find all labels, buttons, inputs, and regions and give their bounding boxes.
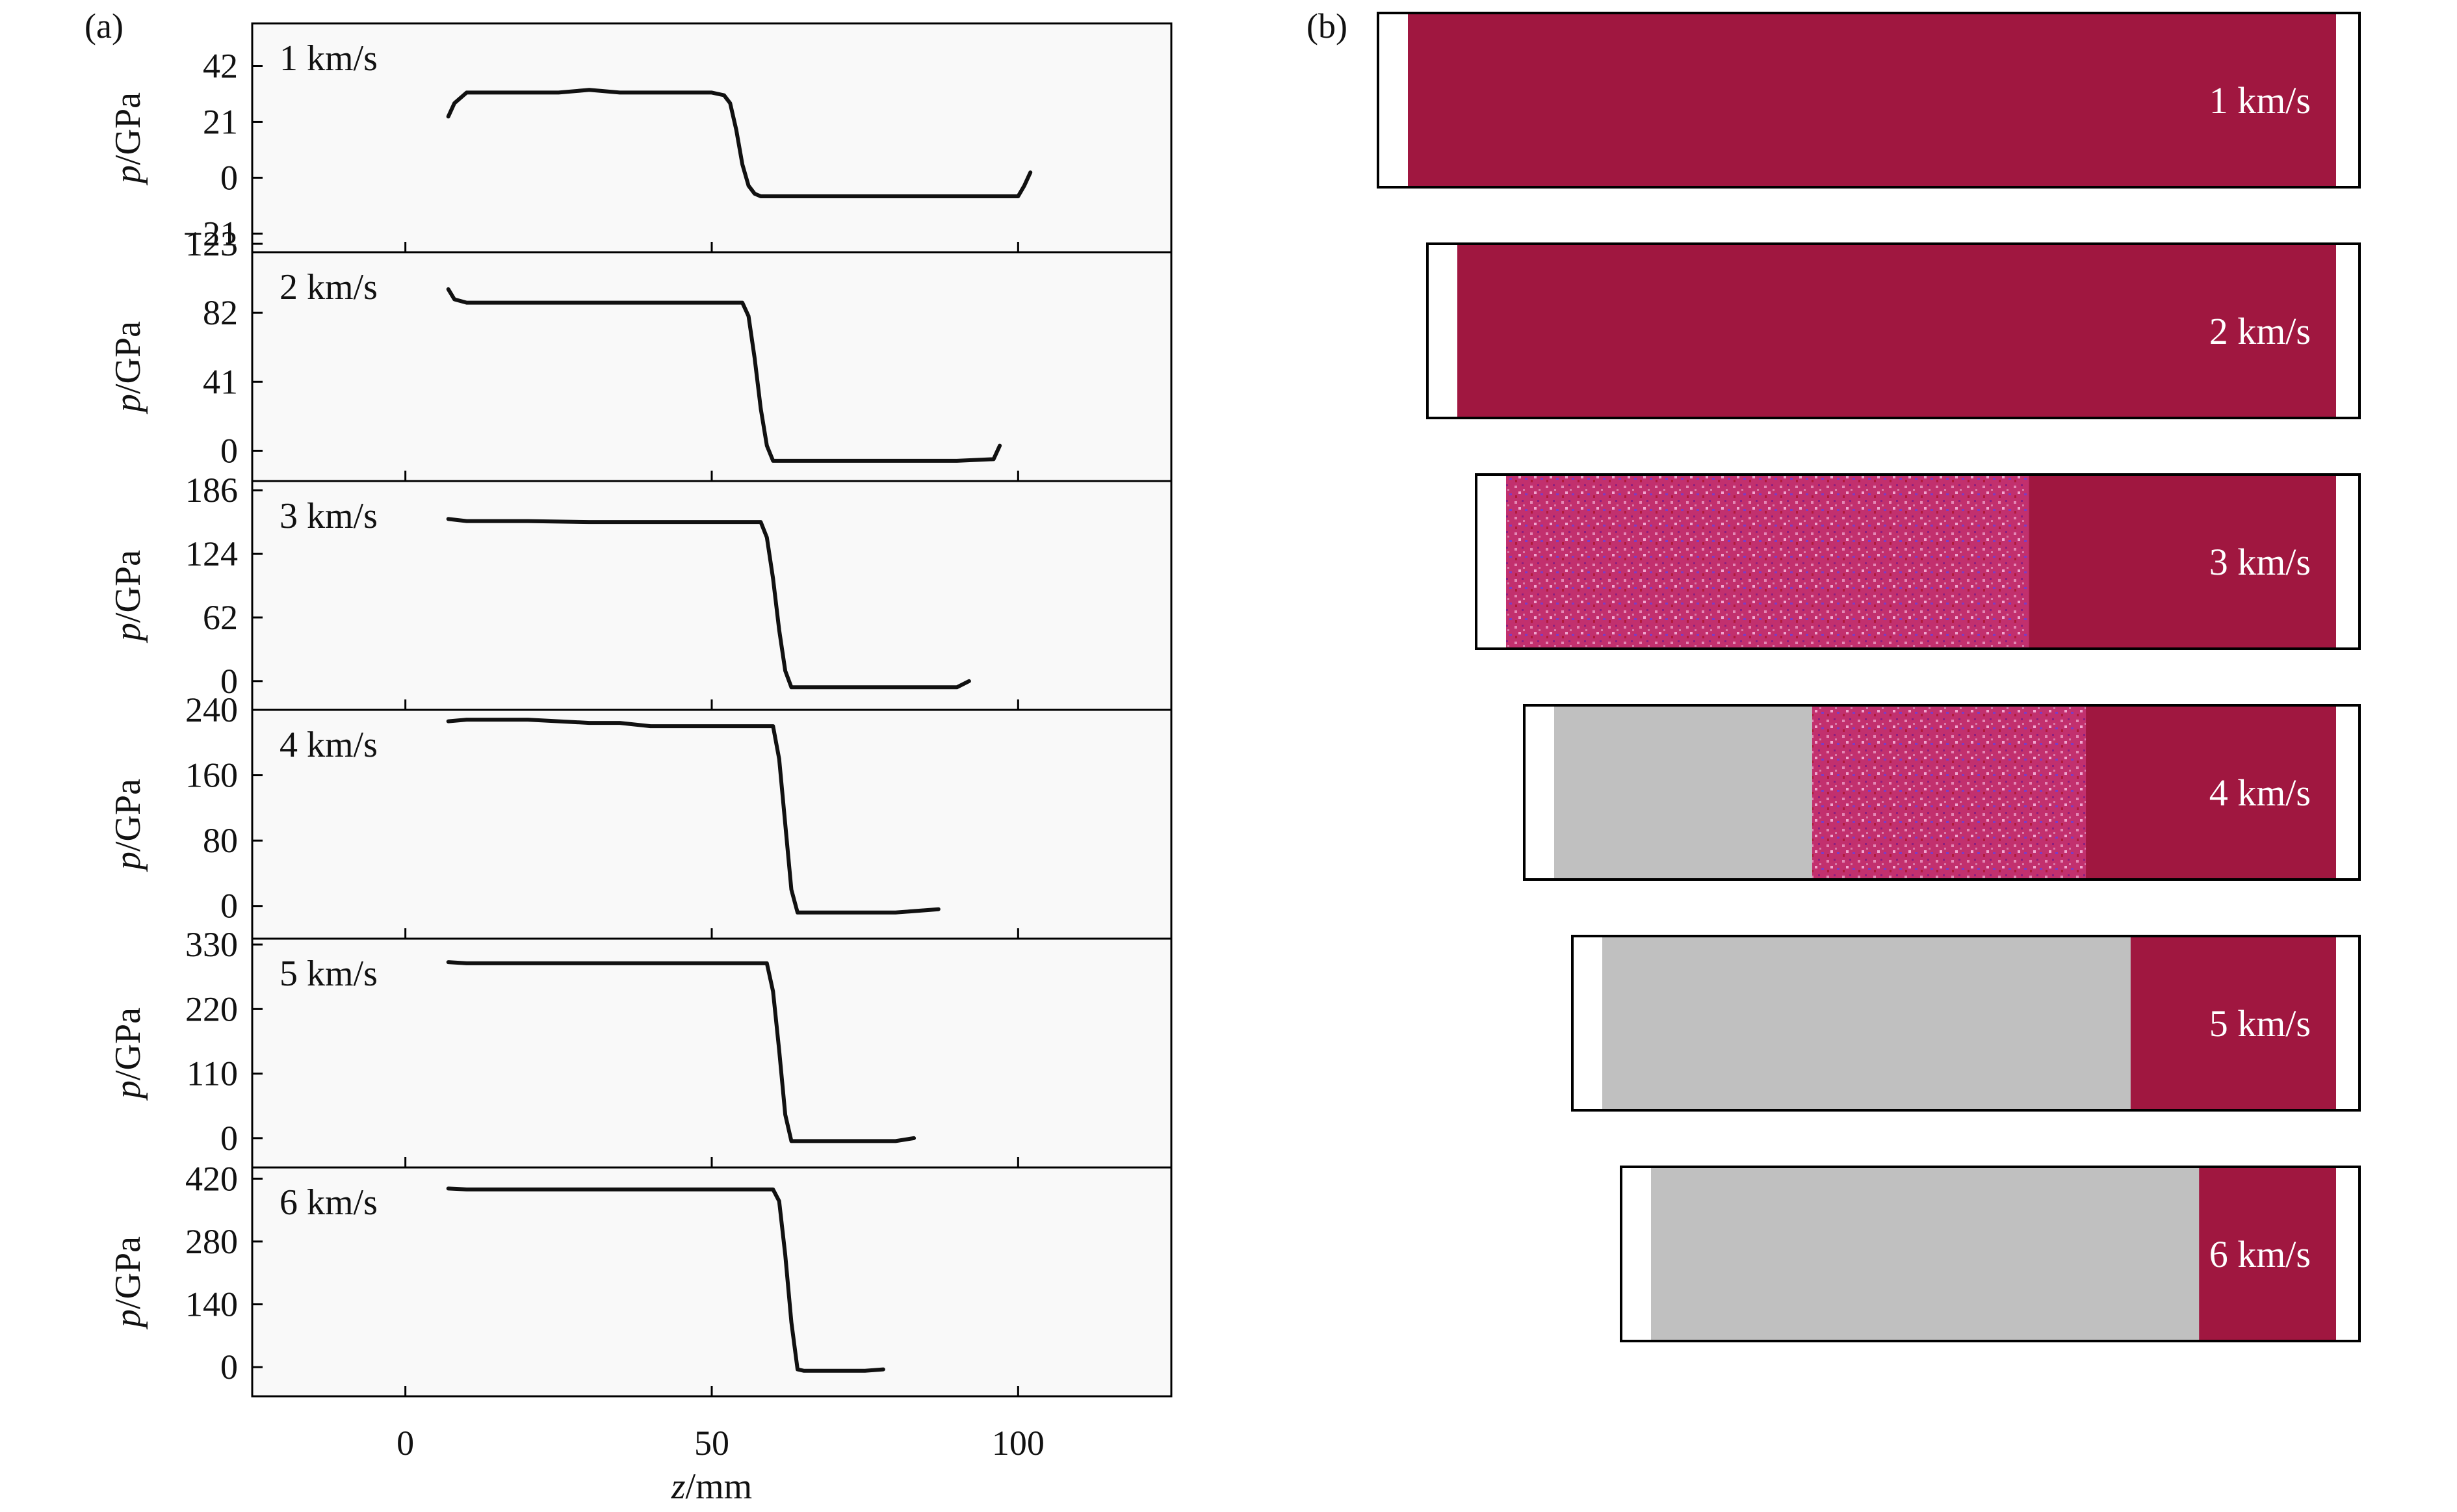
y-tick-label: 420 — [185, 1159, 238, 1198]
plot-frame — [251, 937, 1173, 1169]
panel-letter-a: (a) — [84, 7, 124, 46]
plot-frame — [251, 480, 1173, 711]
x-tick-label: 0 — [396, 1424, 414, 1463]
transformed-material — [1602, 937, 2131, 1109]
simulation-snapshot-4: 4 km/s — [1523, 704, 2361, 881]
y-axis-label: p/GPa — [108, 779, 148, 872]
snapshot-velocity-label: 3 km/s — [2209, 541, 2311, 583]
pressure-plots: −21 0 21 42 1 km/s p/GPa 0 41 82 123 2 km/s p/GPa 0 6… — [108, 22, 1173, 1398]
y-tick-label: 0 — [220, 887, 238, 926]
y-tick-label: 330 — [185, 925, 238, 964]
simulation-snapshot-2: 2 km/s — [1426, 242, 2361, 419]
y-axis-label: p/GPa — [108, 92, 148, 186]
y-tick-label: 0 — [220, 662, 238, 701]
x-tick-label: 100 — [992, 1424, 1045, 1463]
plot-frame — [251, 22, 1173, 254]
panel-letter-b: (b) — [1306, 7, 1347, 46]
simulation-snapshot-5: 5 km/s — [1571, 935, 2361, 1112]
y-tick-label: 82 — [203, 293, 238, 332]
snapshot-velocity-label: 1 km/s — [2209, 79, 2311, 122]
y-tick-label: 41 — [203, 362, 238, 401]
velocity-label: 1 km/s — [280, 38, 378, 79]
transformed-material — [1651, 1168, 2200, 1340]
simulation-snapshot-6: 6 km/s — [1620, 1166, 2361, 1342]
x-axis-label: z/mm — [671, 1466, 752, 1507]
y-tick-label: 124 — [185, 534, 238, 573]
y-axis-label: p/GPa — [108, 550, 148, 644]
intact-material — [1408, 14, 2336, 186]
y-tick-label: 110 — [187, 1054, 238, 1093]
simulation-snapshot-1: 1 km/s — [1377, 12, 2361, 189]
snapshot-velocity-label: 4 km/s — [2209, 772, 2311, 814]
pressure-trace — [446, 88, 1033, 198]
velocity-label: 3 km/s — [280, 496, 378, 536]
pressure-plot-1: −21 0 21 42 1 km/s p/GPa — [108, 22, 1173, 254]
simulation-snapshot-3: 3 km/s — [1475, 473, 2361, 650]
plot-frame — [251, 1166, 1173, 1398]
y-axis-label: p/GPa — [108, 321, 148, 415]
snapshot-velocity-label: 2 km/s — [2209, 310, 2311, 352]
intact-material — [1457, 245, 2336, 417]
transformed-material — [1554, 707, 1812, 878]
y-axis-label: p/GPa — [108, 1236, 148, 1330]
y-tick-label: 280 — [185, 1222, 238, 1261]
y-tick-label: 21 — [203, 102, 238, 141]
y-tick-label: 140 — [185, 1285, 238, 1324]
simulation-snapshots: 1 km/s 2 km/s 3 km/s 4 km/s 5 km/s 6 km/s — [1377, 12, 2361, 1342]
pressure-trace — [446, 960, 916, 1143]
pressure-plot-4: 0 80 160 240 4 km/s p/GPa — [108, 690, 1173, 940]
y-tick-label: 80 — [203, 821, 238, 860]
x-tick-label: 50 — [694, 1424, 729, 1463]
y-tick-label: 0 — [220, 1119, 238, 1158]
y-tick-label: −21 — [183, 214, 238, 253]
y-tick-label: 160 — [185, 756, 238, 795]
pressure-trace — [446, 517, 971, 690]
plot-frame — [251, 709, 1173, 940]
y-tick-label: 0 — [220, 1348, 238, 1387]
velocity-label: 5 km/s — [280, 954, 378, 994]
plot-frame — [251, 251, 1173, 482]
snapshot-velocity-label: 6 km/s — [2209, 1233, 2311, 1275]
y-tick-label: 220 — [185, 989, 238, 1028]
mixed-region — [1812, 707, 2086, 878]
pressure-plot-2: 0 41 82 123 2 km/s p/GPa — [108, 224, 1173, 482]
pressure-trace — [446, 287, 1002, 463]
y-tick-label: 62 — [203, 598, 238, 637]
pressure-plot-5: 0 110 220 330 5 km/s p/GPa — [108, 925, 1173, 1169]
pressure-plot-6: 0 140 280 420 6 km/s p/GPa — [108, 1159, 1173, 1398]
y-tick-label: 42 — [203, 46, 238, 85]
velocity-label: 6 km/s — [280, 1182, 378, 1223]
y-tick-label: 0 — [220, 431, 238, 470]
velocity-label: 2 km/s — [280, 267, 378, 307]
pressure-trace — [446, 1186, 885, 1373]
y-tick-label: 186 — [185, 471, 238, 510]
y-tick-label: 240 — [185, 690, 238, 729]
y-tick-label: 123 — [185, 224, 238, 263]
mixed-region — [1506, 476, 2029, 647]
snapshot-velocity-label: 5 km/s — [2209, 1002, 2311, 1045]
y-axis-label: p/GPa — [108, 1008, 148, 1101]
pressure-plot-3: 0 62 124 186 3 km/s p/GPa — [108, 471, 1173, 711]
velocity-label: 4 km/s — [280, 725, 378, 765]
x-tick-labels: 0 50 100 — [396, 1424, 1045, 1463]
y-tick-label: 0 — [220, 158, 238, 197]
pressure-trace — [446, 718, 941, 915]
